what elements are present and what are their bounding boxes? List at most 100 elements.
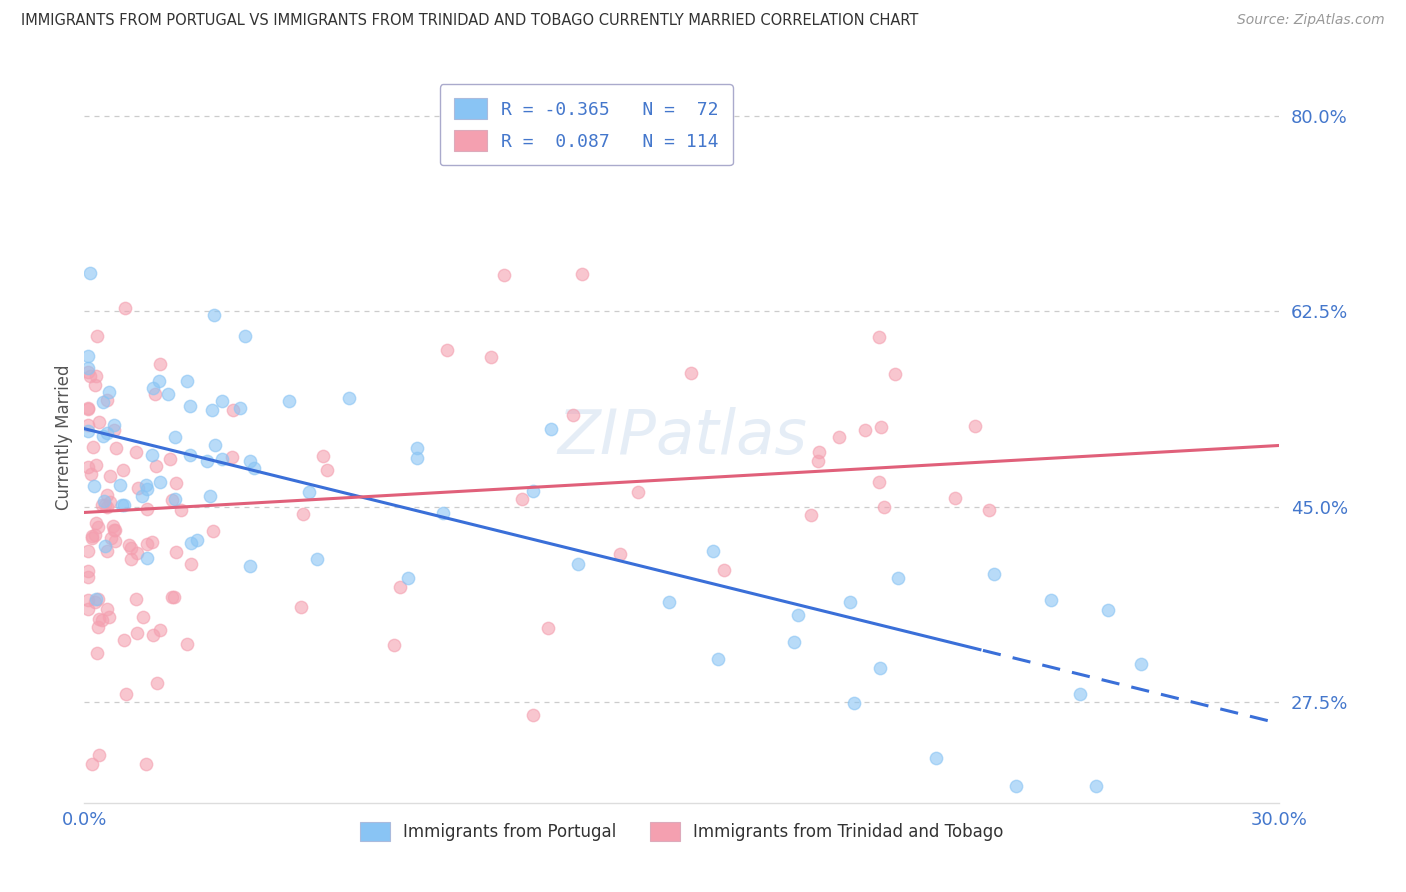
Point <box>87 747 110 762</box>
Point <box>98 495 121 509</box>
Point <box>136 501 159 516</box>
Point <box>135 756 157 771</box>
Text: Source: ZipAtlas.com: Source: ZipAtlas.com <box>1237 13 1385 28</box>
Point <box>83 595 105 609</box>
Point <box>103 423 125 437</box>
Point <box>1097 603 1119 617</box>
Point <box>479 350 502 364</box>
Point <box>103 417 125 432</box>
Point <box>96 425 118 440</box>
Legend: Immigrants from Portugal, Immigrants from Trinidad and Tobago: Immigrants from Portugal, Immigrants fro… <box>352 814 1012 849</box>
Point <box>315 463 337 477</box>
Y-axis label: Currently Married: Currently Married <box>55 364 73 510</box>
Point <box>77 401 100 415</box>
Point <box>77 564 100 578</box>
Point <box>111 498 134 512</box>
Point <box>103 523 125 537</box>
Point <box>179 399 201 413</box>
Point <box>82 441 104 455</box>
Point <box>77 360 100 375</box>
Point <box>86 516 108 531</box>
Point <box>120 541 142 555</box>
Point <box>98 469 121 483</box>
Point <box>112 633 135 648</box>
Point <box>125 546 148 560</box>
Point <box>125 591 148 606</box>
Point <box>873 500 896 514</box>
Point <box>870 420 893 434</box>
Point <box>298 485 321 500</box>
Point <box>112 463 135 477</box>
Point <box>239 454 262 468</box>
Point <box>159 452 181 467</box>
Point <box>1040 592 1063 607</box>
Point <box>204 438 226 452</box>
Point <box>86 458 108 472</box>
Point <box>290 600 312 615</box>
Point <box>114 686 136 700</box>
Point <box>82 531 104 545</box>
Point <box>84 527 107 541</box>
Point <box>537 621 560 635</box>
Point <box>104 441 127 455</box>
Point <box>883 367 905 381</box>
Point <box>89 415 111 429</box>
Point <box>925 751 948 765</box>
Point <box>125 626 148 640</box>
Point <box>86 647 108 661</box>
Point <box>278 394 301 409</box>
Point <box>405 441 427 455</box>
Text: ZIPatlas: ZIPatlas <box>557 407 807 467</box>
Point <box>77 460 100 475</box>
Point <box>163 491 186 506</box>
Point <box>186 533 208 548</box>
Point <box>658 595 681 609</box>
Point <box>562 408 585 422</box>
Point <box>98 385 121 400</box>
Point <box>540 422 562 436</box>
Point <box>963 419 986 434</box>
Point <box>97 610 120 624</box>
Point <box>86 369 108 384</box>
Point <box>844 696 866 710</box>
Point <box>233 328 256 343</box>
Point <box>211 393 233 408</box>
Point <box>100 531 122 545</box>
Point <box>96 544 118 558</box>
Point <box>396 571 419 585</box>
Point <box>787 607 810 622</box>
Point <box>179 449 201 463</box>
Point <box>307 551 329 566</box>
Point <box>800 508 823 523</box>
Point <box>77 402 100 417</box>
Point <box>1085 779 1108 793</box>
Point <box>132 610 155 624</box>
Point <box>211 452 233 467</box>
Point <box>1005 779 1028 793</box>
Point <box>94 498 117 512</box>
Point <box>388 580 411 594</box>
Point <box>93 494 115 508</box>
Point <box>494 268 516 282</box>
Point <box>91 613 114 627</box>
Point <box>101 519 124 533</box>
Point <box>145 459 167 474</box>
Point <box>886 571 908 585</box>
Point <box>567 558 589 572</box>
Point <box>160 591 183 605</box>
Point <box>142 628 165 642</box>
Point <box>291 507 314 521</box>
Point <box>90 499 112 513</box>
Point <box>77 570 100 584</box>
Point <box>136 537 159 551</box>
Point <box>87 591 110 606</box>
Point <box>80 467 103 481</box>
Point <box>510 492 533 507</box>
Point <box>131 489 153 503</box>
Point <box>522 483 544 498</box>
Point <box>160 492 183 507</box>
Point <box>853 424 876 438</box>
Point <box>96 392 118 407</box>
Point <box>243 461 266 475</box>
Point <box>114 301 136 315</box>
